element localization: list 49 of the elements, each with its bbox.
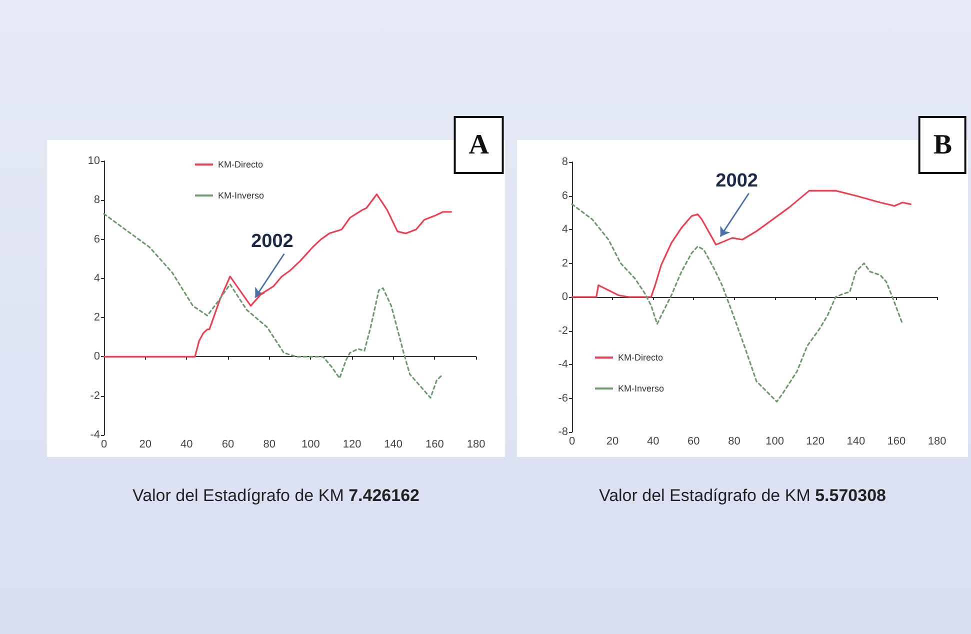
y-tick-label: 2 [94, 312, 100, 324]
x-tick-label: 180 [928, 436, 946, 448]
chart-title: A [468, 130, 490, 160]
text: Valor del Estadígrafo de KM 5.570308 [598, 486, 887, 506]
x-tick-label: 40 [180, 438, 193, 450]
x-tick-label: 40 [646, 436, 660, 448]
y-tick-label: 10 [88, 155, 100, 167]
x-tick-label: 100 [301, 438, 320, 450]
y-tick-label: 0 [94, 350, 100, 363]
y-tick-label: 6 [94, 233, 100, 246]
x-tick-label: 160 [887, 436, 906, 448]
x-tick-label: 140 [384, 438, 403, 450]
x-tick-label: 140 [846, 436, 866, 448]
annotation: 2002 [251, 230, 294, 252]
x-tick-label: 80 [728, 436, 740, 448]
y-tick-label: -8 [558, 426, 568, 438]
line-series [571, 203, 904, 402]
x-tick-label: 160 [425, 438, 444, 450]
x-tick-label: 180 [466, 438, 486, 450]
y-tick-label: -4 [558, 358, 568, 370]
y-tick-label: 6 [562, 190, 568, 202]
y-tick-label: 8 [562, 156, 568, 168]
x-tick-label: 60 [688, 436, 700, 448]
legend-label: KM-Directo [218, 160, 264, 170]
legend-label: KM-Directo [618, 352, 664, 362]
x-tick-label: 120 [342, 438, 362, 450]
y-tick-label: -2 [558, 324, 568, 337]
y-tick-label: -2 [90, 390, 100, 402]
annotation: 2002 [716, 170, 758, 192]
line-series [103, 213, 444, 399]
x-tick-label: 60 [222, 438, 234, 450]
y-tick-label: 2 [562, 257, 568, 270]
x-tick-label: 100 [766, 436, 784, 448]
x-tick-label: 20 [139, 438, 152, 450]
x-tick-label: 80 [263, 438, 276, 450]
y-tick-label: -4 [90, 429, 100, 441]
y-tick-label: 4 [562, 224, 568, 236]
line-series [103, 193, 452, 358]
y-tick-label: -6 [558, 392, 568, 404]
x-tick-label: 20 [606, 436, 619, 448]
y-tick-label: 4 [94, 272, 100, 284]
y-tick-label: 8 [94, 194, 100, 206]
legend-label: KM-Inverso [618, 384, 664, 394]
chart-title: B [933, 130, 952, 160]
legend-label: KM-Inverso [218, 190, 264, 200]
x-tick-label: 120 [806, 436, 825, 448]
y-tick-label: 0 [562, 291, 568, 303]
line-series [571, 190, 912, 298]
text: Valor del Estadígrafo de KM 7.426162 [132, 486, 420, 506]
